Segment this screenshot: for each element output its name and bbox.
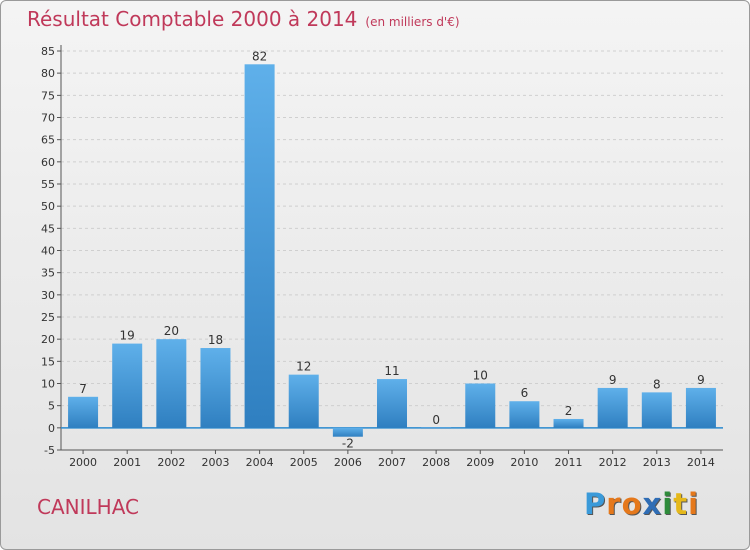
y-tick-label: 40 — [41, 245, 55, 258]
logo-letter: o — [621, 487, 643, 521]
x-tick-label: 2003 — [201, 456, 229, 469]
logo-letter: t — [673, 487, 689, 521]
x-tick-label: 2007 — [378, 456, 406, 469]
x-tick-label: 2000 — [69, 456, 97, 469]
data-label: 0 — [432, 413, 440, 427]
x-tick-label: 2010 — [510, 456, 538, 469]
x-tick-label: 2014 — [687, 456, 715, 469]
logo-letter: i — [662, 487, 674, 521]
bar-2008[interactable] — [421, 427, 452, 429]
y-tick-label: 5 — [48, 400, 55, 413]
x-tick-label: 2006 — [334, 456, 362, 469]
chart-title: Résultat Comptable 2000 à 2014 (en millie… — [27, 7, 460, 31]
data-label: 20 — [164, 324, 179, 338]
bar-2004[interactable] — [244, 64, 275, 428]
y-tick-label: 35 — [41, 267, 55, 280]
bar-2001[interactable] — [112, 343, 143, 428]
y-tick-label: 45 — [41, 222, 55, 235]
data-label: 18 — [208, 333, 223, 347]
logo-letter: r — [606, 487, 622, 521]
data-label: 9 — [697, 373, 705, 387]
bar-2006[interactable] — [332, 427, 363, 437]
chart-title-text: Résultat Comptable 2000 à 2014 — [27, 7, 358, 31]
x-tick-label: 2004 — [246, 456, 274, 469]
logo-letter: x — [642, 487, 663, 521]
bars — [68, 64, 716, 437]
y-tick-label: 85 — [41, 45, 55, 58]
x-tick-label: 2009 — [466, 456, 494, 469]
x-tick-label: 2002 — [157, 456, 185, 469]
logo-letter: P — [584, 487, 607, 521]
labels: 200072001192002202003182004822005122006-… — [69, 49, 715, 469]
bar-2010[interactable] — [509, 401, 540, 428]
y-tick-label: 80 — [41, 67, 55, 80]
y-tick-label: -5 — [44, 444, 55, 457]
bar-2005[interactable] — [288, 374, 319, 428]
data-label: 82 — [252, 49, 267, 63]
data-label: 9 — [609, 373, 617, 387]
data-label: 8 — [653, 377, 661, 391]
y-tick-label: 60 — [41, 156, 55, 169]
y-tick-label: 50 — [41, 200, 55, 213]
bar-2007[interactable] — [377, 379, 407, 428]
bar-2013[interactable] — [641, 392, 672, 428]
logo-letter: i — [688, 487, 700, 521]
bar-2002[interactable] — [156, 339, 187, 428]
y-tick-label: 25 — [41, 311, 55, 324]
bar-2012[interactable] — [597, 387, 628, 428]
data-label: 7 — [79, 382, 87, 396]
data-label: 11 — [384, 364, 399, 378]
bar-2011[interactable] — [553, 418, 584, 428]
y-tick-label: 30 — [41, 289, 55, 302]
y-tick-label: 65 — [41, 134, 55, 147]
commune-name: CANILHAC — [37, 495, 139, 519]
bar-2000[interactable] — [68, 396, 99, 428]
y-tick-label: 75 — [41, 89, 55, 102]
data-label: 2 — [565, 404, 573, 418]
data-label: -2 — [342, 437, 354, 451]
y-tick-label: 55 — [41, 178, 55, 191]
y-tick-label: 15 — [41, 355, 55, 368]
y-tick-label: 0 — [48, 422, 55, 435]
x-tick-label: 2001 — [113, 456, 141, 469]
bar-2014[interactable] — [685, 387, 716, 428]
data-label: 10 — [473, 369, 488, 383]
proxiti-logo[interactable]: Proxiti — [584, 487, 699, 521]
x-tick-label: 2013 — [643, 456, 671, 469]
x-tick-label: 2008 — [422, 456, 450, 469]
y-tick-label: 20 — [41, 333, 55, 346]
y-tick-label: 10 — [41, 378, 55, 391]
x-tick-label: 2012 — [599, 456, 627, 469]
bar-2009[interactable] — [465, 383, 496, 428]
data-label: 6 — [521, 386, 529, 400]
y-tick-label: 70 — [41, 112, 55, 125]
data-label: 19 — [120, 329, 135, 343]
bar-2003[interactable] — [200, 348, 231, 428]
chart-subtitle: (en milliers d'€) — [365, 15, 460, 29]
x-tick-label: 2005 — [290, 456, 318, 469]
x-tick-label: 2011 — [555, 456, 583, 469]
data-label: 12 — [296, 360, 311, 374]
